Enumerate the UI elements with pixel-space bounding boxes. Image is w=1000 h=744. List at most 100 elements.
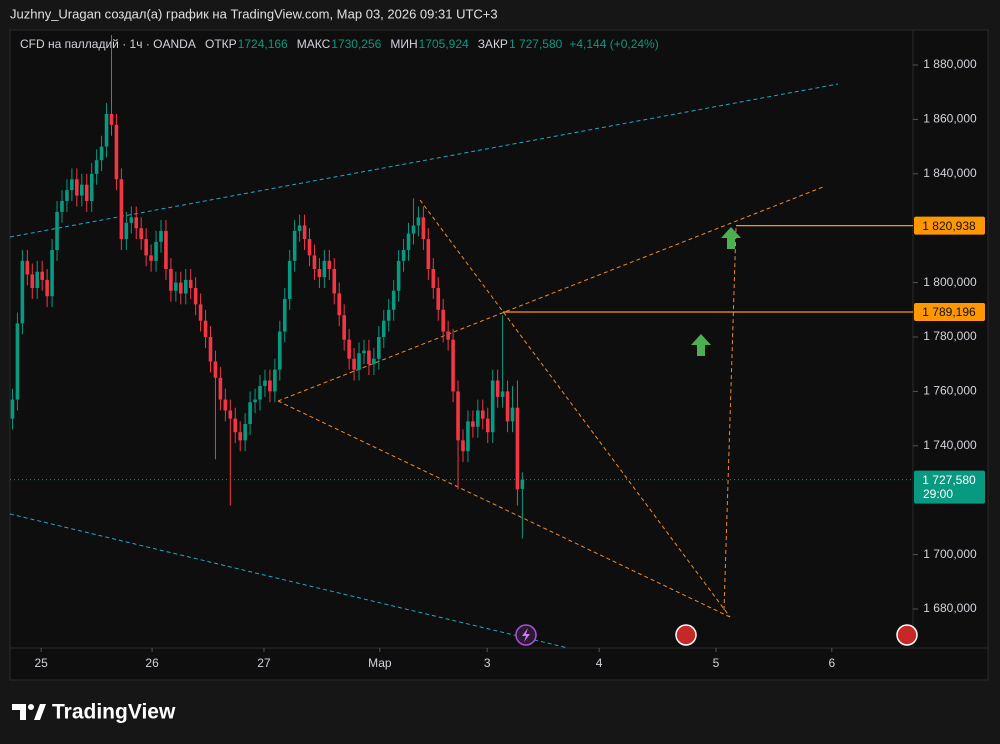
y-tick-label: 1 880,000 (923, 57, 977, 71)
price-label: 1 789,196 (922, 305, 976, 319)
candle-body (10, 399, 15, 419)
candle-body (520, 479, 525, 489)
y-tick-label: 1 740,000 (923, 438, 977, 452)
candle-body (347, 339, 351, 359)
candle-body (500, 391, 505, 397)
candle-body (282, 298, 287, 332)
candle-body (495, 380, 500, 397)
candle-body (144, 239, 148, 256)
candle-body (406, 233, 411, 250)
candle-body (188, 279, 193, 289)
candle-body (446, 331, 450, 340)
price-label-box (914, 302, 985, 321)
candle-body (198, 304, 203, 321)
candle-body (104, 113, 109, 147)
legend-label: ОТКР (205, 37, 237, 51)
candle-body (248, 402, 252, 425)
y-tick-label: 1 700,000 (923, 547, 977, 561)
candle-body (149, 255, 153, 261)
arrow-up (721, 227, 741, 249)
candle-body (109, 113, 114, 125)
candle-body (411, 225, 416, 234)
candle-body (471, 421, 475, 427)
candle-body (456, 391, 460, 441)
legend-value: 1705,924 (419, 37, 469, 51)
candle-body (124, 222, 129, 240)
candle-body (134, 217, 139, 229)
y-tick-label: 1 840,000 (923, 166, 977, 180)
trendline (723, 227, 737, 611)
event-icon[interactable] (896, 624, 918, 646)
candle-body (159, 230, 163, 242)
x-tick-label: 3 (484, 656, 491, 670)
candle-body (193, 288, 198, 305)
legend-label: МИН (390, 37, 417, 51)
y-tick-label: 1 800,000 (923, 275, 977, 289)
candle-body (268, 380, 272, 392)
candle-body (357, 353, 361, 370)
logo-mark (28, 704, 34, 710)
arrow-up (691, 334, 711, 356)
candle-body (178, 282, 183, 294)
candle-body (396, 260, 401, 291)
candle-body (362, 350, 366, 354)
candle-body (273, 369, 277, 392)
candle-body (391, 290, 396, 310)
candle-body (352, 358, 356, 370)
candle-body (174, 282, 178, 291)
candle-body (45, 279, 49, 297)
legend: ОТКР 1724,166 МАКС 1730,256 МИН 1705,924 ЗАКР 1… (205, 37, 659, 51)
candle-body (183, 279, 188, 294)
event-icon[interactable] (675, 624, 697, 646)
candle-body (50, 249, 54, 297)
candle-body (302, 225, 307, 240)
candle-body (55, 211, 59, 250)
candle-body (258, 385, 262, 400)
candle-body (401, 249, 406, 261)
candle-body (75, 179, 79, 196)
legend-value: 1724,166 (238, 37, 288, 51)
candle-body (223, 399, 228, 411)
footer-logo: TradingView (12, 701, 176, 724)
candle-body (238, 432, 243, 441)
candle-body (30, 274, 35, 289)
candle-body (426, 239, 431, 270)
logo-mark (34, 704, 46, 720)
candle-body (278, 331, 282, 370)
candle-body (169, 269, 173, 291)
candle-body (367, 350, 371, 365)
candle-body (263, 380, 267, 386)
candle-body (490, 380, 495, 433)
candle-body (476, 410, 480, 427)
y-tick-label: 1 780,000 (923, 329, 977, 343)
x-tick-label: 5 (713, 656, 720, 670)
x-tick-label: 27 (257, 656, 271, 670)
legend-label: МАКС (297, 37, 331, 51)
channel-upper (9, 83, 839, 238)
candle-body (99, 146, 104, 161)
candle-body (40, 271, 44, 280)
x-tick-label: 4 (596, 656, 603, 670)
candle-body (65, 190, 69, 202)
price-label-box (914, 216, 985, 235)
price-label: 1 820,938 (922, 219, 976, 233)
candle-body (15, 323, 20, 400)
chart-panel (9, 29, 989, 681)
legend-label: ЗАКР (478, 37, 508, 51)
candle-body (228, 410, 233, 419)
candle-body (312, 255, 317, 270)
candle-body (243, 424, 247, 441)
y-tick-label: 1 860,000 (923, 112, 977, 126)
candle-body (421, 217, 426, 240)
candle-body (89, 173, 94, 202)
candle-body (218, 377, 223, 400)
candle-body (20, 260, 25, 324)
candle-body (416, 217, 421, 226)
candle-body (505, 391, 510, 422)
candle-body (94, 160, 99, 174)
candle-body (203, 320, 208, 338)
candle-body (84, 184, 89, 202)
last-price-label: 1 727,580 (922, 473, 976, 487)
event-icon-glyph (522, 628, 530, 642)
